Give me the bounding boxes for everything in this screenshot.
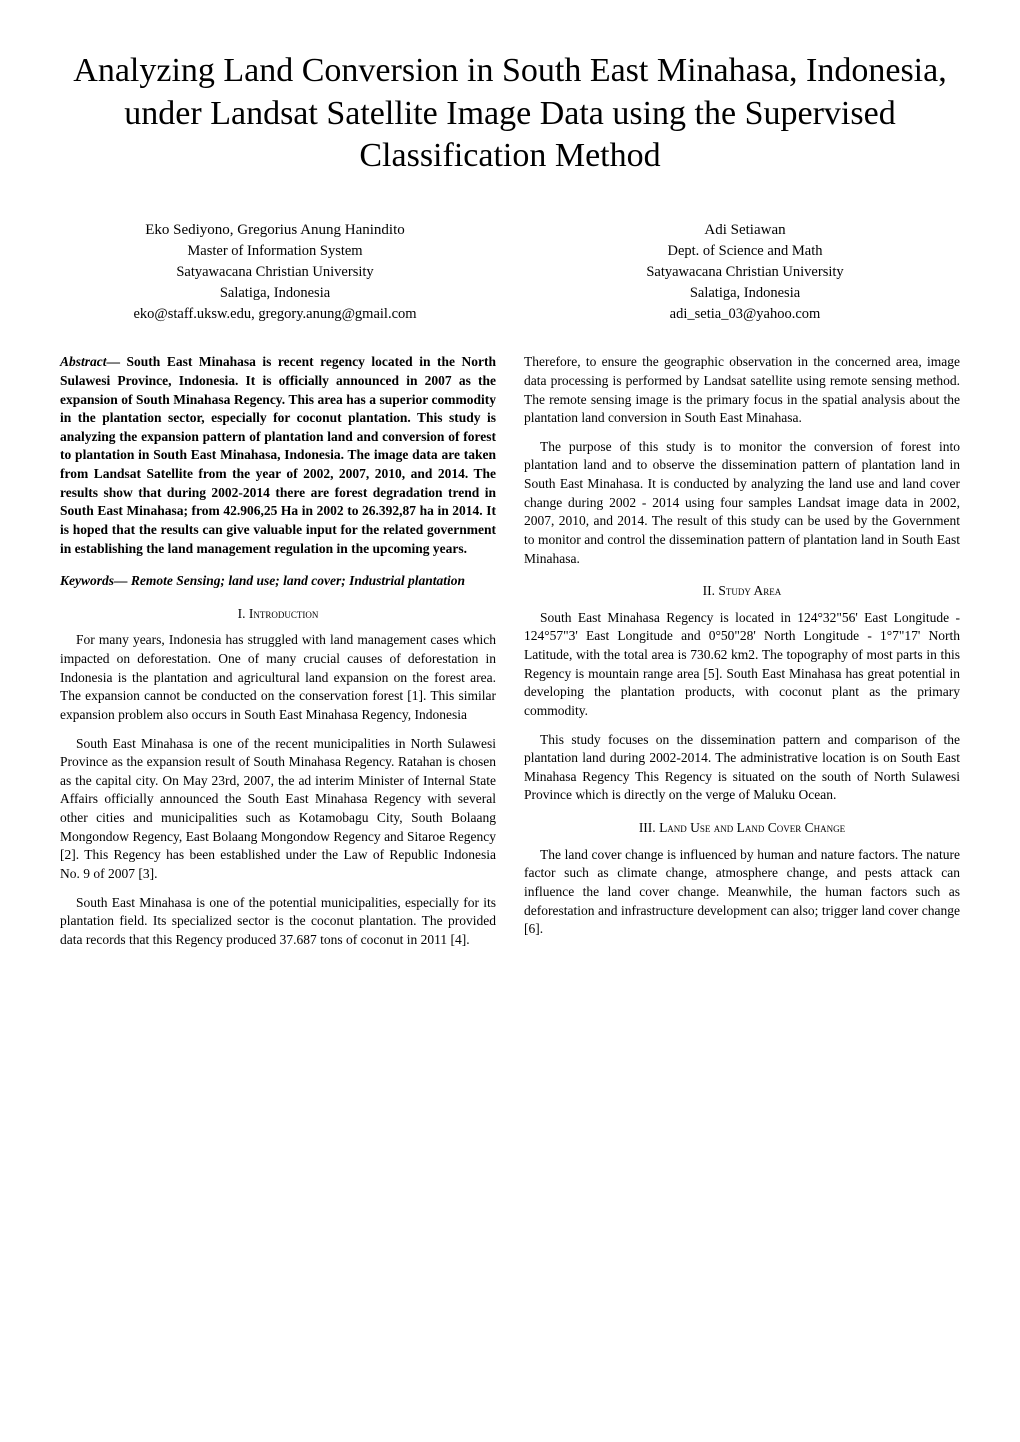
author-location-left: Salatiga, Indonesia [60,283,490,304]
author-affiliation1-right: Dept. of Science and Math [530,241,960,262]
section-1-heading: I. Introduction [60,605,496,624]
author-block-right: Adi Setiawan Dept. of Science and Math S… [530,220,960,326]
author-block-left: Eko Sediyono, Gregorius Anung Hanindito … [60,220,490,326]
section-1-p2: South East Minahasa is one of the recent… [60,735,496,884]
abstract-text: — South East Minahasa is recent regency … [60,354,496,555]
section-1-label: Introduction [249,606,319,621]
author-affiliation2-right: Satyawacana Christian University [530,262,960,283]
section-1-p1: For many years, Indonesia has struggled … [60,631,496,724]
section-3-label: Land Use and Land Cover Change [659,820,845,835]
abstract-label: Abstract [60,354,107,369]
right-column: Therefore, to ensure the geographic obse… [524,353,960,959]
author-email-right: adi_setia_03@yahoo.com [530,304,960,325]
keywords-text: Remote Sensing; land use; land cover; In… [128,573,466,588]
author-names-left: Eko Sediyono, Gregorius Anung Hanindito [60,220,490,242]
section-2-p1: South East Minahasa Regency is located i… [524,609,960,721]
section-1-p3b: Therefore, to ensure the geographic obse… [524,353,960,428]
author-affiliation1-left: Master of Information System [60,241,490,262]
author-affiliation2-left: Satyawacana Christian University [60,262,490,283]
section-3-heading: III. Land Use and Land Cover Change [524,819,960,838]
section-1-number: I. [238,606,246,621]
section-3-number: III. [639,820,656,835]
section-2-number: II. [703,583,715,598]
section-1-p3: South East Minahasa is one of the potent… [60,894,496,950]
keywords-label: Keywords— [60,573,128,588]
author-email-left: eko@staff.uksw.edu, gregory.anung@gmail.… [60,304,490,325]
author-location-right: Salatiga, Indonesia [530,283,960,304]
author-names-right: Adi Setiawan [530,220,960,242]
section-3-p1: The land cover change is influenced by h… [524,846,960,939]
section-2-p2: This study focuses on the dissemination … [524,731,960,806]
keywords-paragraph: Keywords— Remote Sensing; land use; land… [60,572,496,591]
authors-row: Eko Sediyono, Gregorius Anung Hanindito … [60,220,960,326]
section-2-heading: II. Study Area [524,582,960,601]
abstract-paragraph: Abstract— South East Minahasa is recent … [60,353,496,558]
left-column: Abstract— South East Minahasa is recent … [60,353,496,959]
section-2-label: Study Area [718,583,781,598]
section-1-p4: The purpose of this study is to monitor … [524,438,960,568]
two-column-body: Abstract— South East Minahasa is recent … [60,353,960,959]
paper-title: Analyzing Land Conversion in South East … [60,50,960,178]
